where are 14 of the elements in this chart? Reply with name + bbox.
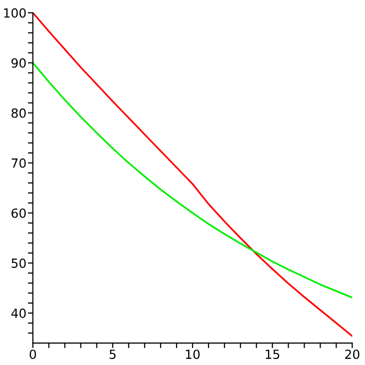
line-series bbox=[32, 12, 352, 337]
y-tick-label: 60 bbox=[12, 208, 26, 218]
x-tick-label: 10 bbox=[186, 350, 200, 360]
line-series bbox=[32, 62, 352, 298]
y-tick-label: 50 bbox=[12, 258, 26, 268]
y-tick-label: 90 bbox=[11, 58, 26, 68]
y-tick-label: 70 bbox=[12, 158, 26, 168]
y-tick-label: 80 bbox=[12, 108, 26, 118]
x-tick-label: 20 bbox=[345, 350, 360, 360]
x-tick-label: 0 bbox=[30, 350, 36, 360]
x-tick-label: 15 bbox=[266, 350, 280, 360]
x-tick-label: 5 bbox=[110, 350, 116, 360]
y-tick-label: 100 bbox=[4, 8, 26, 18]
y-tick-label: 40 bbox=[11, 308, 26, 318]
